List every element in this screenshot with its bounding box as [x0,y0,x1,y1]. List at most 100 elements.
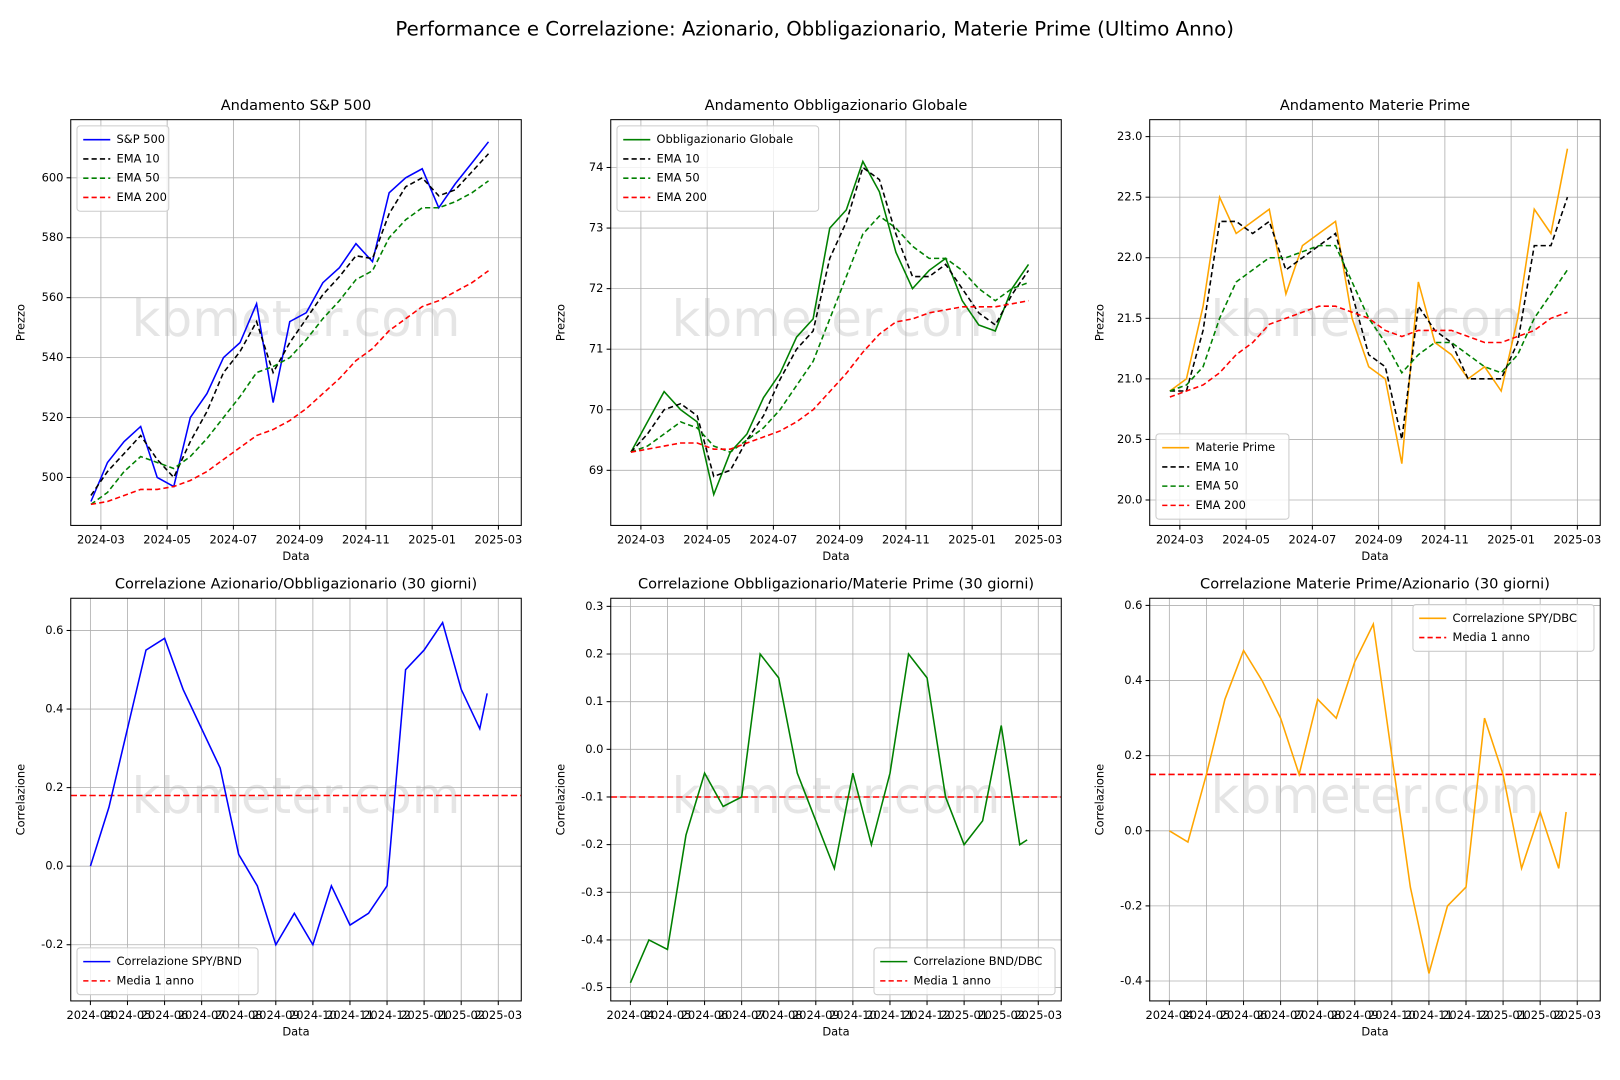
y-tick-label: 69 [589,463,604,477]
x-tick-label: 2024-09 [792,1008,840,1022]
x-tick-label: 2024-06 [681,1008,729,1022]
legend-label: S&P 500 [117,132,166,146]
legend-box [1412,603,1595,652]
x-tick-label: 2024-11 [882,533,930,547]
y-tick-label: 500 [42,470,64,484]
y-tick-label: 72 [589,281,604,295]
series-line [630,299,1029,453]
x-tick-label: 2024-11 [866,1008,914,1022]
x-tick-label: 2024-12 [363,1008,411,1022]
x-tick-label: 2024-05 [1222,533,1270,547]
x-tick-label: 2024-09 [276,533,324,547]
subplot-title: Correlazione Materie Prime/Azionario (30… [1200,576,1550,593]
x-tick-label: 2025-01 [1487,533,1535,547]
x-tick-label: 2024-11 [326,1008,374,1022]
y-tick-label: 70 [589,402,604,416]
watermark: kbmeter.com [672,290,1001,348]
x-tick-label: 2024-07 [718,1008,766,1022]
x-tick-label: 2024-10 [289,1008,337,1022]
x-tick-label: 2024-10 [1368,1008,1416,1022]
y-axis-label: Correlazione [553,764,567,836]
y-tick-label: -0.4 [581,932,603,946]
x-tick-label: 2024-05 [644,1008,692,1022]
x-tick-label: 2024-11 [1421,533,1469,547]
y-tick-label: 600 [42,170,64,184]
series-line [89,620,488,947]
legend-label: EMA 200 [1195,498,1245,512]
y-axis-label: Correlazione [13,764,27,836]
subplot-title: Andamento Obbligazionario Globale [705,97,968,114]
x-tick-label: 2024-07 [178,1008,226,1022]
x-tick-label: 2024-03 [617,533,665,547]
y-tick-label: 73 [589,221,604,235]
x-tick-label: 2025-02 [1516,1008,1564,1022]
y-tick-label: 0.4 [45,702,63,716]
y-tick-label: -0.2 [581,837,603,851]
x-tick-label: 2025-02 [977,1008,1025,1022]
x-tick-label: 2025-01 [400,1008,448,1022]
y-tick-label: -0.4 [1120,974,1142,988]
x-tick-label: 2025-03 [475,533,523,547]
x-tick-label: 2025-02 [437,1008,485,1022]
legend-box [76,947,259,996]
x-tick-label: 2024-04 [1145,1008,1193,1022]
legend-label: Correlazione SPY/DBC [1452,611,1576,625]
y-tick-label: 0.4 [1124,673,1142,687]
x-tick-label: 2025-01 [940,1008,988,1022]
x-tick-label: 2024-08 [215,1008,263,1022]
plot-frame [70,597,522,1002]
y-tick-label: 540 [42,350,64,364]
series-line [630,166,1030,478]
y-tick-label: -0.1 [581,789,603,803]
y-tick-label: 22.5 [1117,190,1142,204]
y-tick-label: 0.6 [1124,598,1142,612]
x-tick-label: 2025-03 [1553,1008,1601,1022]
x-tick-label: 2024-05 [104,1008,152,1022]
y-tick-label: 0.1 [585,694,603,708]
series-line [1169,244,1569,392]
series-line [630,159,1030,498]
plot-frame [1149,597,1601,1002]
plot-frame [610,597,1062,1002]
y-tick-label: 71 [589,342,604,356]
y-axis-label: Prezzo [1092,304,1106,341]
legend-box [616,125,820,212]
subplot: kbmeter.com2024-042024-052024-062024-072… [1092,576,1601,1039]
subplot: kbmeter.com2024-042024-052024-062024-072… [13,576,522,1039]
subplot-title: Andamento S&P 500 [221,97,372,114]
series-line [90,180,489,506]
x-tick-label: 2024-09 [816,533,864,547]
x-tick-label: 2024-03 [77,533,125,547]
x-tick-label: 2024-04 [607,1008,655,1022]
series-line [1169,148,1569,464]
x-tick-label: 2024-09 [252,1008,300,1022]
legend-box [76,125,170,212]
x-tick-label: 2024-11 [342,533,390,547]
plot-frame [610,119,1062,526]
y-tick-label: 0.2 [45,780,63,794]
legend-label: Correlazione BND/DBC [914,954,1043,968]
x-tick-label: 2025-03 [1014,1008,1062,1022]
y-tick-label: 20.5 [1117,432,1142,446]
x-tick-label: 2024-09 [1355,533,1403,547]
x-axis-label: Data [282,549,309,563]
series-line [1169,305,1568,398]
y-axis-label: Prezzo [13,304,27,341]
subplot-title: Correlazione Obbligazionario/Materie Pri… [638,576,1034,593]
legend-label: EMA 10 [1195,459,1238,473]
x-tick-label: 2025-01 [948,533,996,547]
legend-label: EMA 50 [1195,479,1238,493]
x-axis-label: Data [1361,1025,1388,1039]
series-line [90,270,489,506]
legend-box [1155,433,1290,520]
legend-label: EMA 50 [657,171,700,185]
x-tick-label: 2024-04 [67,1008,115,1022]
legend-label: EMA 50 [117,171,160,185]
x-tick-label: 2024-07 [750,533,798,547]
x-axis-label: Data [282,1025,309,1039]
y-tick-label: -0.3 [581,885,603,899]
x-tick-label: 2024-10 [829,1008,877,1022]
x-tick-label: 2024-08 [755,1008,803,1022]
